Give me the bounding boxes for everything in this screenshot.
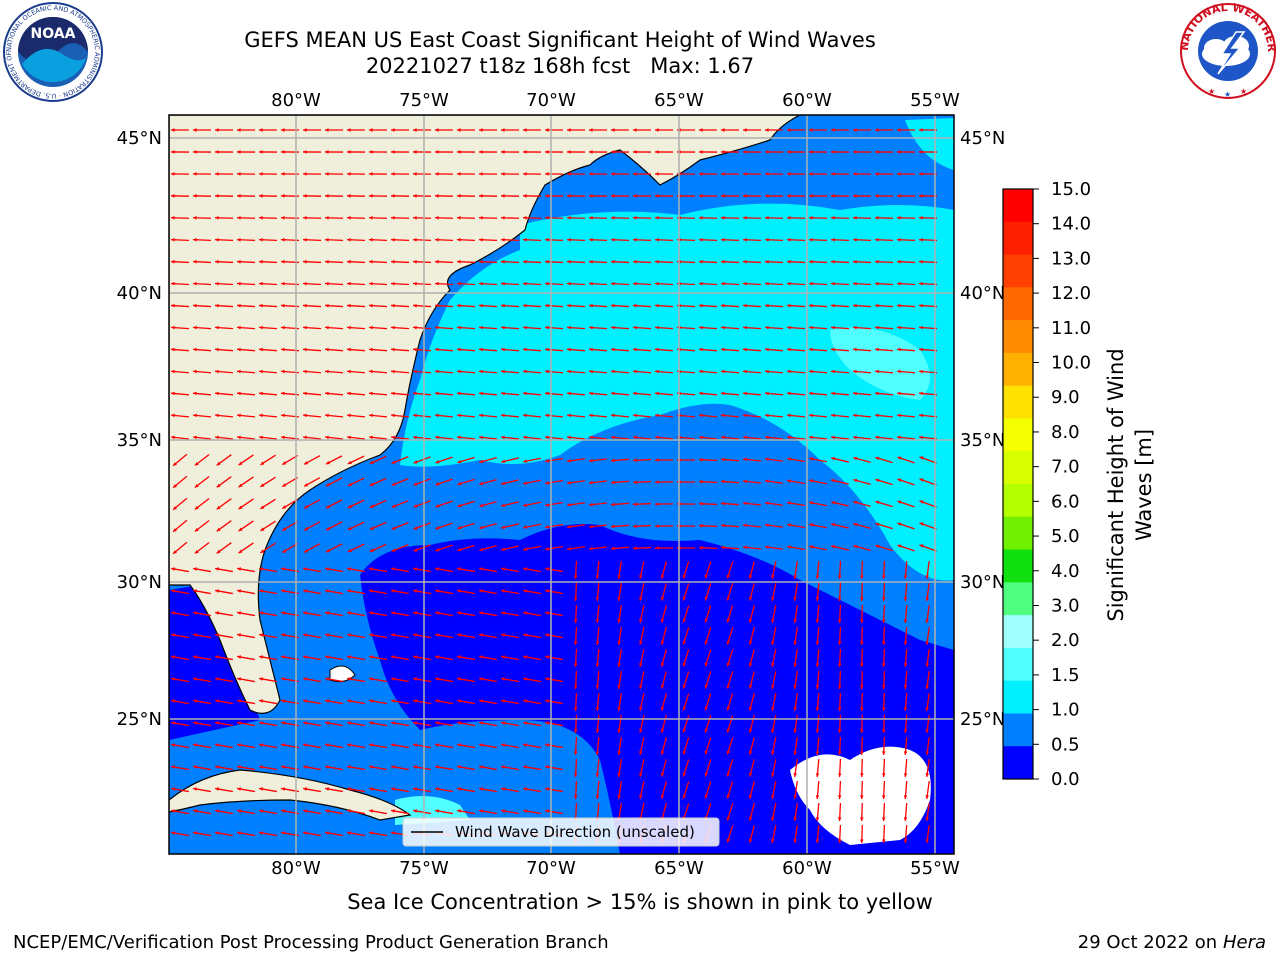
lat-label: 30°N: [117, 572, 162, 593]
colorbar-segment: [1003, 582, 1033, 616]
lon-label: 70°W: [526, 90, 576, 111]
wave-band-1: [400, 203, 954, 581]
colorbar-segment: [1003, 549, 1033, 583]
colorbar-segment: [1003, 451, 1033, 485]
sea-ice-note: Sea Ice Concentration > 15% is shown in …: [347, 890, 933, 914]
colorbar-segment: [1003, 615, 1033, 649]
map-legend: Wind Wave Direction (unscaled): [402, 817, 720, 847]
colorbar-segment: [1003, 189, 1033, 223]
colorbar: 15.0 14.0 13.0 12.0 11.0 10.0 9.0 8.0 7.0 6.0 5.0 4…: [1002, 179, 1156, 790]
footer-right: 29 Oct 2022 on Hera: [1078, 932, 1266, 953]
lat-label: 45°N: [960, 128, 1005, 149]
lon-label: 55°W: [910, 858, 960, 879]
lat-label: 35°N: [960, 430, 1005, 451]
colorbar-tick-label: 13.0: [1051, 248, 1091, 269]
chart-title: GEFS MEAN US East Coast Significant Heig…: [244, 28, 876, 52]
lon-label: 75°W: [399, 90, 449, 111]
footer-date: 29 Oct 2022 on: [1077, 932, 1223, 953]
colorbar-tick-label: 4.0: [1051, 561, 1080, 582]
lon-label: 65°W: [654, 858, 704, 879]
colorbar-segment: [1003, 484, 1033, 518]
lon-labels-bottom: 80°W 75°W 70°W 65°W 60°W 55°W: [271, 858, 960, 879]
colorbar-segment: [1003, 680, 1033, 714]
lon-label: 80°W: [271, 858, 321, 879]
lat-label: 35°N: [117, 430, 162, 451]
colorbar-tick-label: 12.0: [1051, 283, 1091, 304]
colorbar-tick-label: 9.0: [1051, 387, 1080, 408]
colorbar-segment: [1003, 287, 1033, 321]
wind-wave-direction-arrows: [170, 128, 938, 844]
colorbar-segment: [1003, 320, 1033, 354]
colorbar-label-line2: Waves [m]: [1132, 429, 1156, 541]
colorbar-tick-label: 11.0: [1051, 318, 1091, 339]
colorbar-tick-label: 10.0: [1051, 353, 1091, 374]
lon-label: 60°W: [782, 90, 832, 111]
colorbar-tick-label: 6.0: [1051, 491, 1080, 512]
colorbar-tick-label: 7.0: [1051, 457, 1080, 478]
lat-label: 25°N: [960, 709, 1005, 730]
svg-text:★: ★: [1240, 87, 1247, 96]
colorbar-segment: [1003, 352, 1033, 387]
colorbar-segment: [1003, 647, 1033, 682]
land-cuba: [169, 769, 412, 821]
noaa-logo-text: NOAA: [31, 26, 76, 42]
lat-label: 45°N: [117, 128, 162, 149]
footer-machine: Hera: [1222, 932, 1266, 953]
lon-label: 75°W: [399, 858, 449, 879]
lon-labels-top: 80°W 75°W 70°W 65°W 60°W 55°W: [271, 90, 960, 111]
lat-label: 30°N: [960, 572, 1005, 593]
lon-label: 70°W: [526, 858, 576, 879]
colorbar-tick-label: 1.0: [1051, 700, 1080, 721]
colorbar-tick-label: 2.0: [1051, 630, 1080, 651]
wave-band-0-left: [169, 585, 260, 740]
map-frame: [168, 114, 955, 855]
lon-label: 80°W: [271, 90, 321, 111]
lat-label: 25°N: [117, 709, 162, 730]
lon-label: 60°W: [782, 858, 832, 879]
colorbar-segment: [1003, 221, 1033, 256]
colorbar-segment: [1003, 746, 1033, 780]
lon-label: 65°W: [654, 90, 704, 111]
svg-text:★: ★: [1208, 87, 1215, 96]
colorbar-tick-label: 14.0: [1051, 214, 1091, 235]
colorbar-tick-label: 8.0: [1051, 422, 1080, 443]
gridlines: [169, 115, 954, 854]
colorbar-tick-label: 15.0: [1051, 179, 1091, 200]
lon-label: 55°W: [910, 90, 960, 111]
lat-labels-left: 45°N 40°N 35°N 30°N 25°N: [117, 128, 162, 730]
lat-labels-right: 45°N 40°N 35°N 30°N 25°N: [960, 128, 1005, 730]
colorbar-tick-label: 3.0: [1051, 595, 1080, 616]
colorbar-segment: [1003, 516, 1033, 551]
lat-label: 40°N: [960, 283, 1005, 304]
lat-label: 40°N: [117, 283, 162, 304]
noaa-logo: NATIONAL OCEANIC AND ATMOSPHERIC ADMINIS…: [2, 2, 103, 102]
legend-label: Wind Wave Direction (unscaled): [455, 823, 695, 841]
nws-logo: NATIONAL WEATHER SERVICE ★ ★ ★: [1178, 2, 1278, 99]
land-us: [169, 115, 801, 714]
colorbar-segment: [1003, 418, 1033, 452]
colorbar-tick-label: 5.0: [1051, 526, 1080, 547]
colorbar-tick-label: 0.5: [1051, 734, 1080, 755]
colorbar-tick-label: 1.5: [1051, 665, 1080, 686]
colorbar-segment: [1003, 254, 1033, 288]
footer-left: NCEP/EMC/Verification Post Processing Pr…: [13, 932, 609, 953]
chart-subtitle: 20221027 t18z 168h fcst Max: 1.67: [365, 54, 755, 78]
svg-text:★: ★: [1224, 90, 1231, 99]
colorbar-label-line1: Significant Height of Wind: [1104, 348, 1128, 621]
wave-band-2: [830, 327, 930, 400]
colorbar-tick-label: 0.0: [1051, 769, 1080, 790]
colorbar-segment: [1003, 385, 1033, 419]
colorbar-segment: [1003, 713, 1033, 747]
